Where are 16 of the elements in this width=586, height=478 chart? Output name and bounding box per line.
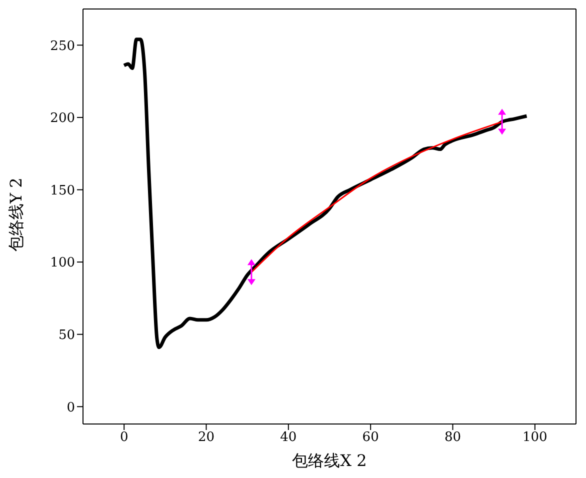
y-tick-label: 200 [50,111,75,126]
x-axis-title: 包络线X 2 [292,451,367,470]
y-tick-label: 50 [58,328,75,343]
x-tick-label: 100 [522,430,548,446]
x-tick-label: 20 [198,430,215,446]
y-axis-title: 包络线Y 2 [6,178,26,252]
x-tick-label: 60 [362,430,379,446]
x-tick-label: 80 [444,430,462,446]
y-tick-label: 0 [66,400,75,416]
y-tick-label: 100 [50,256,75,271]
y-tick-label: 150 [50,183,75,198]
y-tick-label: 250 [50,38,75,54]
x-tick-label: 40 [280,430,297,446]
x-tick-label: 0 [120,430,128,446]
line-series [250,121,503,273]
line-series [122,38,528,350]
